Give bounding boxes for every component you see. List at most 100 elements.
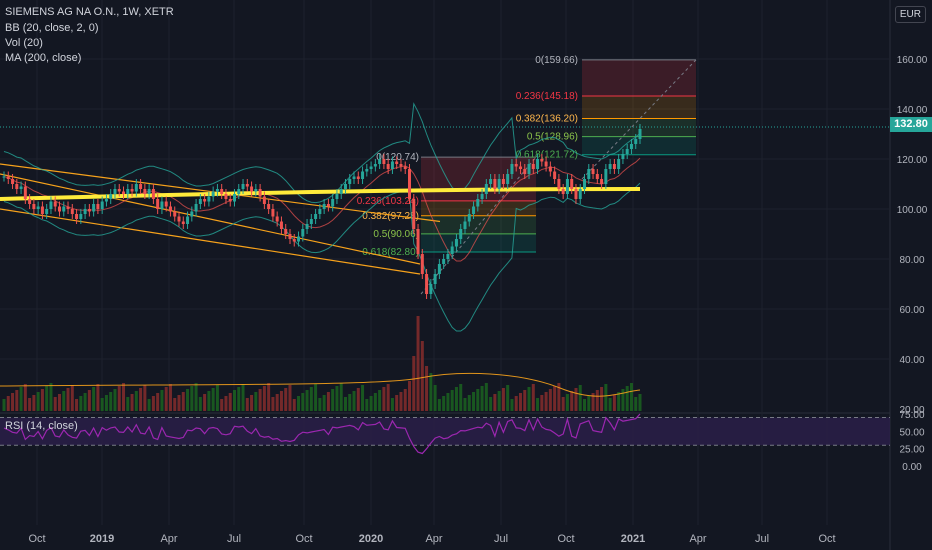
volume-bar xyxy=(634,397,638,411)
volume-bar xyxy=(134,391,138,411)
volume-bar xyxy=(92,387,96,411)
volume-bar xyxy=(608,398,612,411)
volume-bar xyxy=(437,399,441,411)
volume-bar xyxy=(621,389,625,411)
volume-bar xyxy=(45,386,49,411)
rsi-tick-label: 75.00 xyxy=(899,410,924,421)
volume-bar xyxy=(147,399,151,411)
volume-bar xyxy=(109,392,113,411)
time-tick-label: Oct xyxy=(28,533,45,545)
volume-ma-line xyxy=(0,372,641,397)
time-tick-label: Apr xyxy=(689,533,706,545)
volume-bar xyxy=(446,393,450,411)
candle xyxy=(92,204,96,212)
volume-bar xyxy=(288,385,292,411)
volume-bar xyxy=(595,390,599,411)
volume-bar xyxy=(527,387,531,411)
volume-bar xyxy=(390,398,394,411)
volume-bar xyxy=(220,399,224,411)
candle xyxy=(454,239,458,247)
volume-bar xyxy=(258,389,262,411)
candle xyxy=(583,179,587,189)
volume-bar xyxy=(442,396,446,411)
candle xyxy=(450,246,454,254)
volume-bar xyxy=(66,388,70,411)
volume-bar xyxy=(629,383,633,411)
candle xyxy=(203,199,207,202)
candle xyxy=(104,199,108,202)
volume-bar xyxy=(322,395,326,411)
candle xyxy=(160,201,164,209)
volume-bar xyxy=(198,397,202,411)
candle xyxy=(557,179,561,189)
volume-bar xyxy=(40,389,44,411)
volume-bar xyxy=(83,393,87,411)
volume-bar xyxy=(113,389,117,411)
candle xyxy=(399,164,403,167)
volume-bar xyxy=(561,397,565,411)
candle xyxy=(177,216,181,222)
candle xyxy=(553,171,557,179)
time-tick-label: Apr xyxy=(160,533,177,545)
volume-bar xyxy=(104,395,108,411)
volume-bar xyxy=(177,395,181,411)
volume-bar xyxy=(62,391,66,411)
candle xyxy=(617,159,621,169)
price-tick-label: 40.00 xyxy=(899,355,924,366)
volume-bar xyxy=(168,384,172,411)
volume-bar xyxy=(540,395,544,411)
volume-bar xyxy=(36,392,40,411)
volume-bar xyxy=(297,396,301,411)
candle xyxy=(23,186,27,199)
candle xyxy=(36,206,40,209)
price-pane xyxy=(0,0,890,413)
fib-2021-zone xyxy=(582,59,696,97)
candle xyxy=(331,199,335,207)
candle xyxy=(267,204,271,209)
volume-bar xyxy=(32,395,36,411)
candle xyxy=(198,199,202,204)
rsi-tick-label: 0.00 xyxy=(902,462,922,473)
fib-2021-label: 0(159.66) xyxy=(535,55,578,66)
volume-bar xyxy=(245,398,249,411)
candle xyxy=(181,221,185,224)
volume-bar xyxy=(476,389,480,411)
volume-bar xyxy=(501,388,505,411)
candle xyxy=(459,229,463,239)
volume-bar xyxy=(279,391,283,411)
candle xyxy=(369,166,373,169)
fib-2020-zone xyxy=(421,157,536,201)
candle xyxy=(57,206,61,212)
candle xyxy=(245,184,249,187)
volume-bar xyxy=(638,394,642,411)
volume-bar xyxy=(28,398,32,411)
candle xyxy=(621,154,625,159)
volume-bar xyxy=(100,398,104,411)
volume-bar xyxy=(365,399,369,411)
volume-bar xyxy=(326,392,330,411)
candle xyxy=(147,189,151,194)
candle xyxy=(117,189,121,192)
candle xyxy=(493,179,497,189)
candle xyxy=(305,224,309,229)
currency-button[interactable]: EUR xyxy=(894,6,926,23)
candle xyxy=(604,169,608,184)
candle xyxy=(241,184,245,189)
candle xyxy=(531,164,535,169)
volume-bar xyxy=(463,398,467,411)
candle xyxy=(420,254,424,274)
candle xyxy=(194,204,198,212)
candle xyxy=(476,199,480,207)
volume-bar xyxy=(433,385,437,411)
candle xyxy=(348,179,352,184)
price-tick-label: 60.00 xyxy=(899,305,924,316)
candle xyxy=(395,161,399,164)
volume-bar xyxy=(117,386,121,411)
candle xyxy=(561,189,565,194)
candle xyxy=(318,209,322,214)
volume-bar xyxy=(493,394,497,411)
candle xyxy=(151,189,155,199)
time-tick-label: Jul xyxy=(227,533,241,545)
candle xyxy=(309,219,313,224)
